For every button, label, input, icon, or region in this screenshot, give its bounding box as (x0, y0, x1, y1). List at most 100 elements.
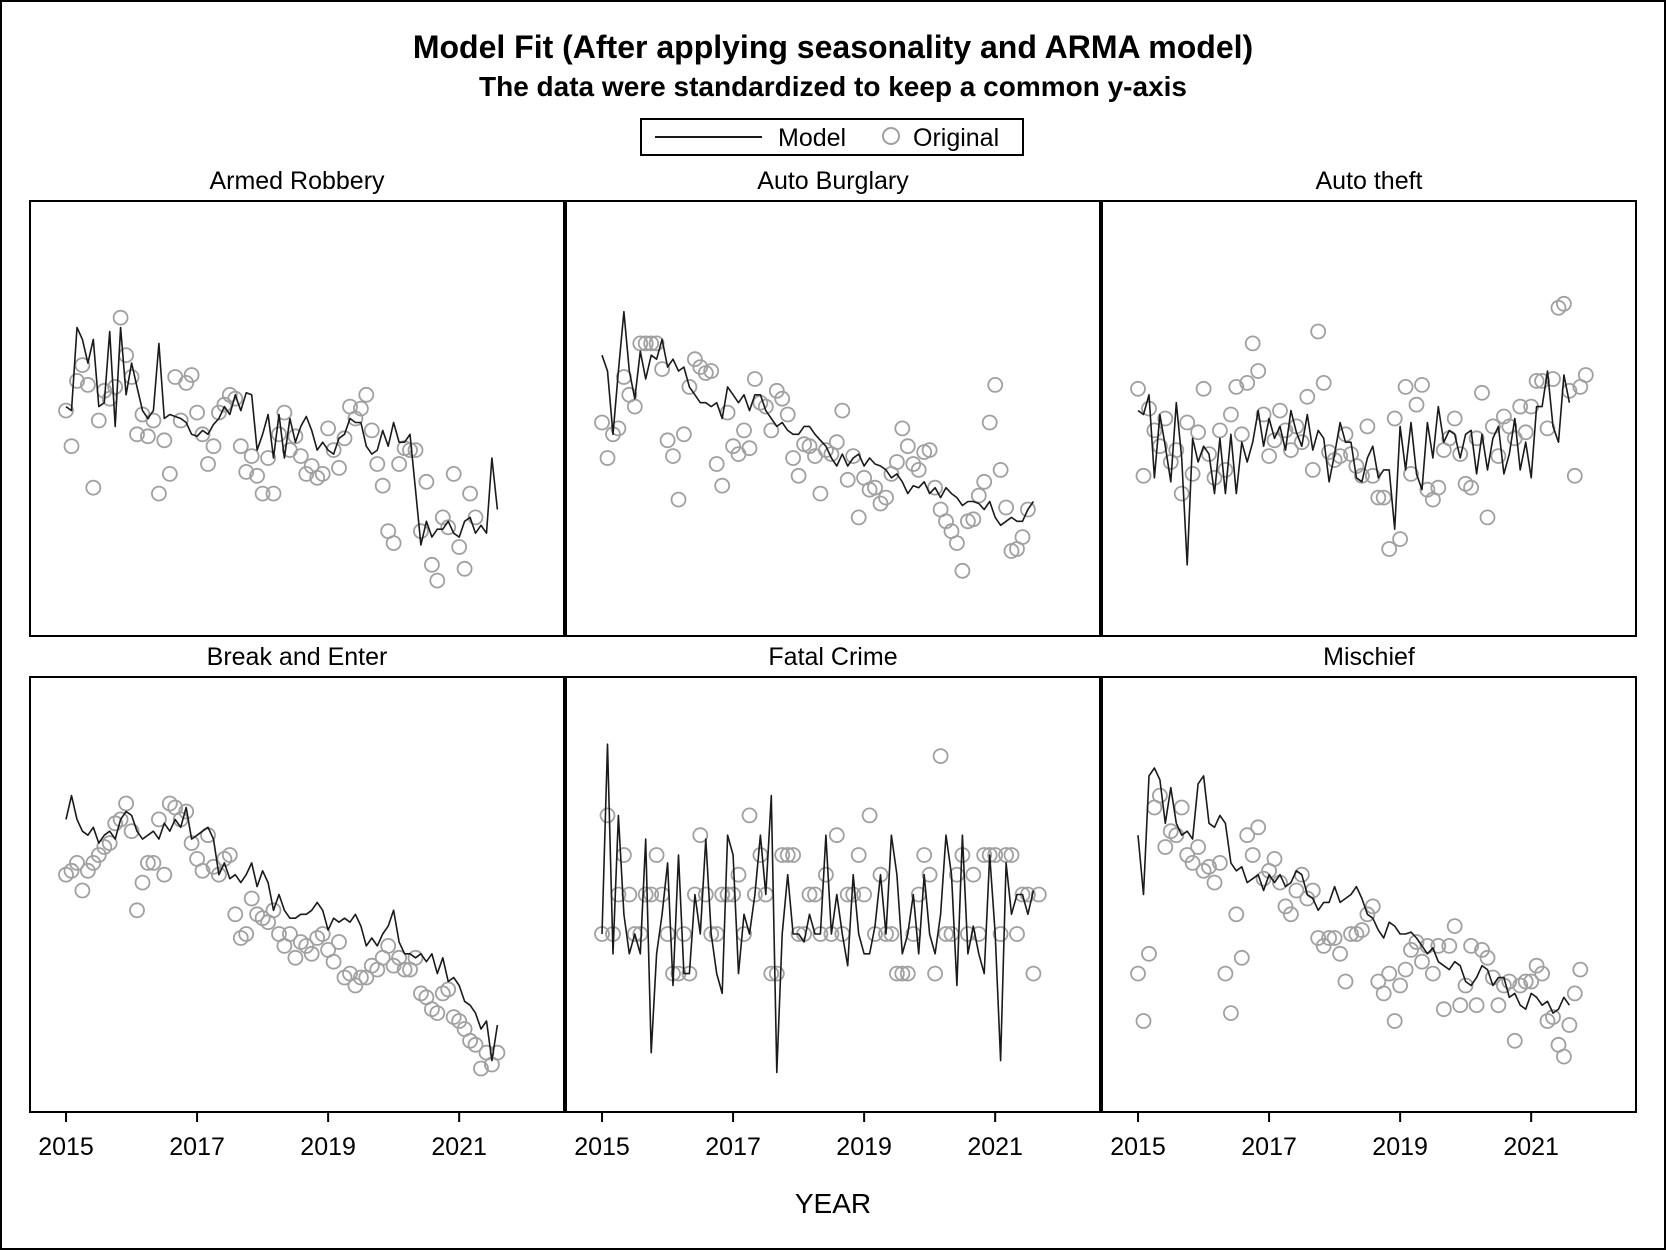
original-point (1375, 489, 1392, 506)
legend: Model Original (640, 118, 1024, 156)
x-tick-label: 2021 (1503, 1133, 1559, 1161)
original-point (1239, 374, 1256, 391)
original-point (451, 539, 468, 555)
original-point (889, 454, 905, 470)
original-point (1359, 418, 1376, 435)
panel-auto-theft: Auto theft (1101, 167, 1637, 637)
original-point (1332, 945, 1348, 962)
original-point (1561, 1017, 1578, 1033)
legend-original-label: Original (913, 124, 999, 152)
original-point (785, 450, 801, 466)
original-point (1566, 467, 1583, 484)
x-axis: 2015 2017 2019 2021 (38, 1112, 487, 1161)
original-point (1233, 949, 1250, 966)
original-point (1310, 323, 1327, 340)
original-point (243, 448, 260, 465)
original-point (129, 426, 145, 443)
original-point (178, 374, 195, 391)
original-point (785, 847, 801, 863)
original-point (276, 404, 293, 421)
original-point (610, 420, 627, 437)
original-point (1452, 997, 1469, 1014)
original-point (867, 479, 883, 496)
original-point (1408, 396, 1425, 413)
original-point (599, 450, 616, 466)
original-point (1157, 410, 1174, 427)
original-point (1321, 930, 1337, 946)
original-point (878, 489, 894, 506)
original-point (599, 807, 616, 824)
original-series (1130, 295, 1594, 557)
original-point (260, 450, 277, 466)
original-point (1130, 380, 1146, 397)
original-point (1217, 461, 1234, 478)
original-point (451, 1013, 468, 1029)
original-point (1556, 1048, 1572, 1065)
x-tick-label: 2015 (1110, 1133, 1166, 1161)
original-point (1266, 432, 1283, 449)
original-point (1381, 965, 1398, 982)
original-point (1272, 402, 1288, 419)
original-point (352, 969, 369, 986)
original-point (1408, 934, 1425, 950)
x-tick-label: 2021 (431, 1133, 487, 1161)
original-point (325, 953, 342, 970)
original-point (643, 886, 660, 903)
original-point (834, 402, 851, 419)
original-point (183, 367, 200, 383)
original-point (626, 398, 643, 415)
panel-frame (29, 200, 565, 637)
original-point (69, 855, 85, 871)
original-point (194, 426, 211, 443)
legend-original-swatch (882, 127, 900, 145)
original-point (352, 400, 369, 417)
original-point (1261, 448, 1277, 465)
original-point (736, 422, 752, 439)
original-point (385, 957, 402, 974)
original-point (139, 855, 156, 871)
original-point (1523, 973, 1540, 990)
original-point (1435, 1001, 1452, 1018)
original-point (1512, 398, 1529, 415)
original-point (763, 422, 780, 439)
chart-title: Model Fit (After applying seasonality an… (413, 29, 1253, 65)
original-point (1250, 819, 1267, 836)
original-point (331, 459, 347, 476)
original-point (1299, 388, 1316, 405)
original-point (1392, 531, 1408, 547)
original-point (156, 866, 173, 883)
original-point (1014, 529, 1031, 545)
original-point (1506, 1032, 1523, 1049)
panels: Armed Robbery Auto Burglary Auto theft Brea… (29, 167, 1637, 1113)
original-point (987, 376, 1004, 393)
original-point (954, 562, 971, 579)
x-tick-label: 2021 (967, 1133, 1023, 1161)
original-point (407, 949, 424, 966)
original-point (1244, 335, 1261, 352)
original-series (58, 795, 506, 1077)
x-tick-label: 2019 (1372, 1133, 1428, 1161)
original-point (271, 426, 287, 443)
original-point (1173, 799, 1190, 816)
original-point (687, 351, 703, 368)
original-point (1212, 422, 1228, 439)
original-point (981, 414, 998, 431)
original-point (894, 420, 911, 437)
x-axis-title: YEAR (795, 1188, 871, 1219)
original-point (976, 473, 993, 490)
original-point (1337, 973, 1354, 990)
original-point (899, 438, 916, 455)
original-point (139, 428, 156, 445)
original-point (80, 862, 96, 879)
original-point (1468, 430, 1485, 447)
original-point (1354, 922, 1370, 938)
original-point (1299, 890, 1316, 907)
panel-frame (565, 200, 1101, 637)
original-point (1321, 444, 1337, 461)
original-point (1392, 977, 1408, 994)
original-point (80, 376, 96, 393)
original-point (467, 509, 484, 526)
panel-title: Mischief (1323, 643, 1415, 671)
original-point (69, 372, 85, 389)
original-point (1354, 467, 1370, 484)
